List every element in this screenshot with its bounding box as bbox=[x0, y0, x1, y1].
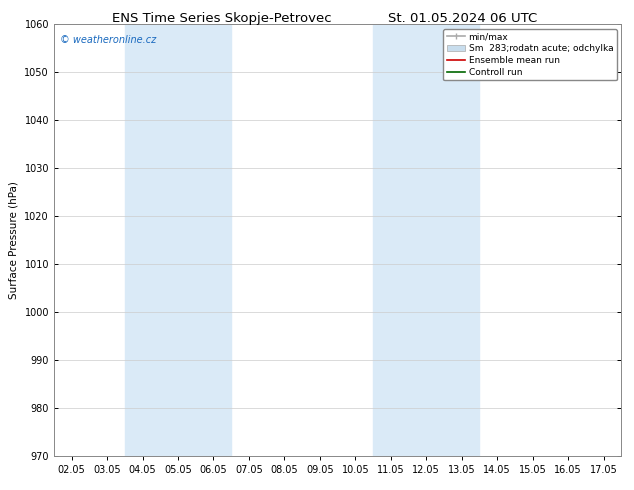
Text: ENS Time Series Skopje-Petrovec: ENS Time Series Skopje-Petrovec bbox=[112, 12, 332, 25]
Bar bbox=[373, 24, 479, 456]
Text: St. 01.05.2024 06 UTC: St. 01.05.2024 06 UTC bbox=[388, 12, 538, 25]
Bar bbox=[125, 24, 231, 456]
Y-axis label: Surface Pressure (hPa): Surface Pressure (hPa) bbox=[9, 181, 19, 299]
Legend: min/max, Sm  283;rodatn acute; odchylka, Ensemble mean run, Controll run: min/max, Sm 283;rodatn acute; odchylka, … bbox=[443, 29, 617, 80]
Text: © weatheronline.cz: © weatheronline.cz bbox=[60, 35, 156, 45]
